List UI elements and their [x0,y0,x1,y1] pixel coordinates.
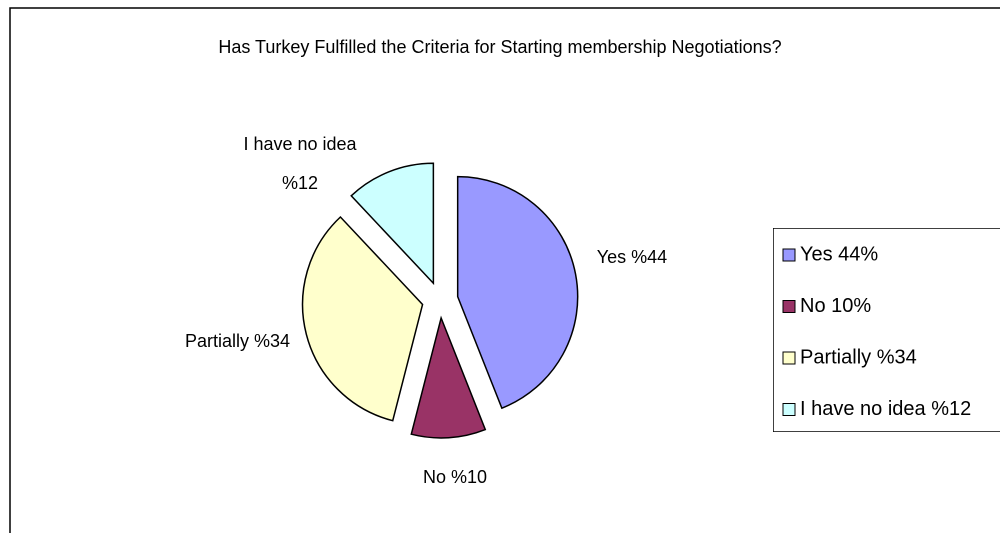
legend-label: Yes 44% [800,243,878,265]
chart-title: Has Turkey Fulfilled the Criteria for St… [218,37,781,57]
legend: Yes 44% No 10% Partially %34 I have no idea… [773,228,1000,432]
data-label: Partially %34 [185,331,290,351]
legend-label: Partially %34 [800,346,917,368]
legend-swatch [782,351,796,365]
legend-box [773,228,1000,432]
pie-slice [410,315,487,439]
pie-slice [350,162,435,286]
legend-label: I have no idea %12 [800,398,971,420]
legend-swatch [782,403,796,416]
legend-label: No 10% [800,295,871,317]
data-label: I have no idea %12 [243,134,357,193]
data-label: No %10 [423,467,487,487]
legend-swatch [782,248,796,262]
pie-slice [301,215,424,422]
data-label: Yes %44 [597,247,667,267]
legend-swatch [782,300,796,313]
pie-slice [456,175,579,410]
